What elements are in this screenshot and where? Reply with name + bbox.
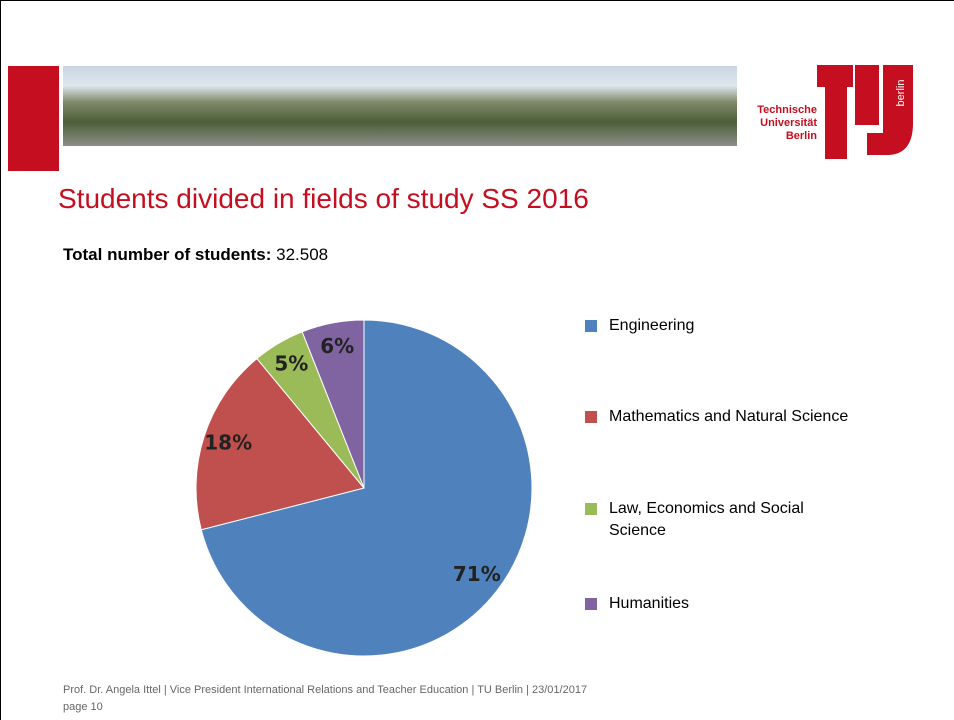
legend-label: Law, Economics and Social Science <box>609 498 849 542</box>
footer-text: Prof. Dr. Angela Ittel | Vice President … <box>63 684 587 696</box>
footer-page: page 10 <box>63 701 103 713</box>
legend-swatch <box>585 411 597 423</box>
legend-swatch <box>585 503 597 515</box>
data-label: 6% <box>320 334 354 358</box>
legend-swatch <box>585 598 597 610</box>
legend-label: Engineering <box>609 315 849 337</box>
legend-label: Mathematics and Natural Science <box>609 406 849 428</box>
data-label: 18% <box>204 430 252 454</box>
legend-label: Humanities <box>609 593 849 615</box>
slide: Technische Universität Berlin berlin Stu… <box>0 0 954 720</box>
data-label: 71% <box>453 562 501 586</box>
data-label: 5% <box>274 352 308 376</box>
legend-swatch <box>585 320 597 332</box>
